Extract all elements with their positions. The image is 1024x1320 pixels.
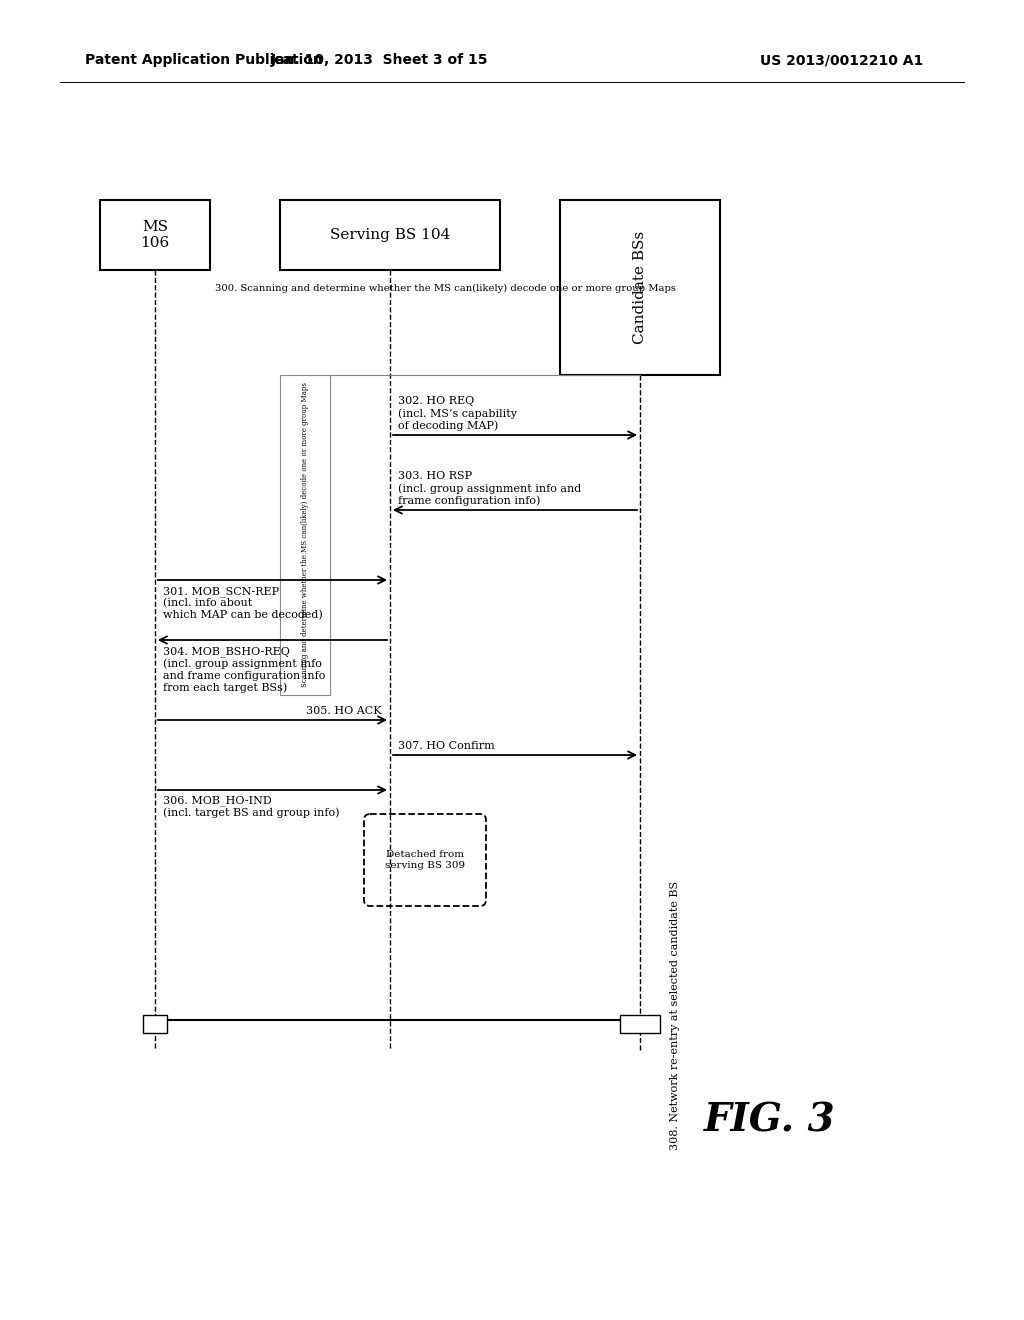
Text: FIG. 3: FIG. 3	[705, 1101, 836, 1139]
Text: Jan. 10, 2013  Sheet 3 of 15: Jan. 10, 2013 Sheet 3 of 15	[271, 53, 488, 67]
Bar	[100, 201, 210, 271]
Text: Serving BS 104: Serving BS 104	[330, 228, 451, 242]
Text: Candidate BSs: Candidate BSs	[633, 231, 647, 345]
Text: 304. MOB_BSHO-REQ
(incl. group assignment info
and frame configuration info
from: 304. MOB_BSHO-REQ (incl. group assignmen…	[163, 645, 326, 693]
Text: 305. HO ACK: 305. HO ACK	[306, 706, 382, 715]
Bar	[280, 201, 500, 271]
Bar	[620, 1015, 660, 1034]
Bar	[280, 375, 330, 696]
Text: 300. Scanning and determine whether the MS can(likely) decode one or more group : 300. Scanning and determine whether the …	[215, 284, 676, 293]
Bar	[560, 201, 720, 375]
Text: 307. HO Confirm: 307. HO Confirm	[398, 741, 495, 751]
Text: Detached from
serving BS 309: Detached from serving BS 309	[385, 850, 465, 870]
Text: 306. MOB_HO-IND
(incl. target BS and group info): 306. MOB_HO-IND (incl. target BS and gro…	[163, 795, 340, 818]
Text: 302. HO REQ
(incl. MS’s capability
of decoding MAP): 302. HO REQ (incl. MS’s capability of de…	[398, 396, 517, 432]
Text: Scanning and determine whether the MS can(likely) decode one or more group Maps: Scanning and determine whether the MS ca…	[301, 383, 309, 688]
Text: 308. Network re-entry at selected candidate BS: 308. Network re-entry at selected candid…	[670, 880, 680, 1150]
Text: Patent Application Publication: Patent Application Publication	[85, 53, 323, 67]
Text: MS
106: MS 106	[140, 220, 170, 249]
Bar	[143, 1015, 167, 1034]
Text: US 2013/0012210 A1: US 2013/0012210 A1	[760, 53, 924, 67]
Text: 301. MOB_SCN-REP
(incl. info about
which MAP can be decoded): 301. MOB_SCN-REP (incl. info about which…	[163, 586, 323, 620]
Text: 303. HO RSP
(incl. group assignment info and
frame configuration info): 303. HO RSP (incl. group assignment info…	[398, 471, 582, 506]
